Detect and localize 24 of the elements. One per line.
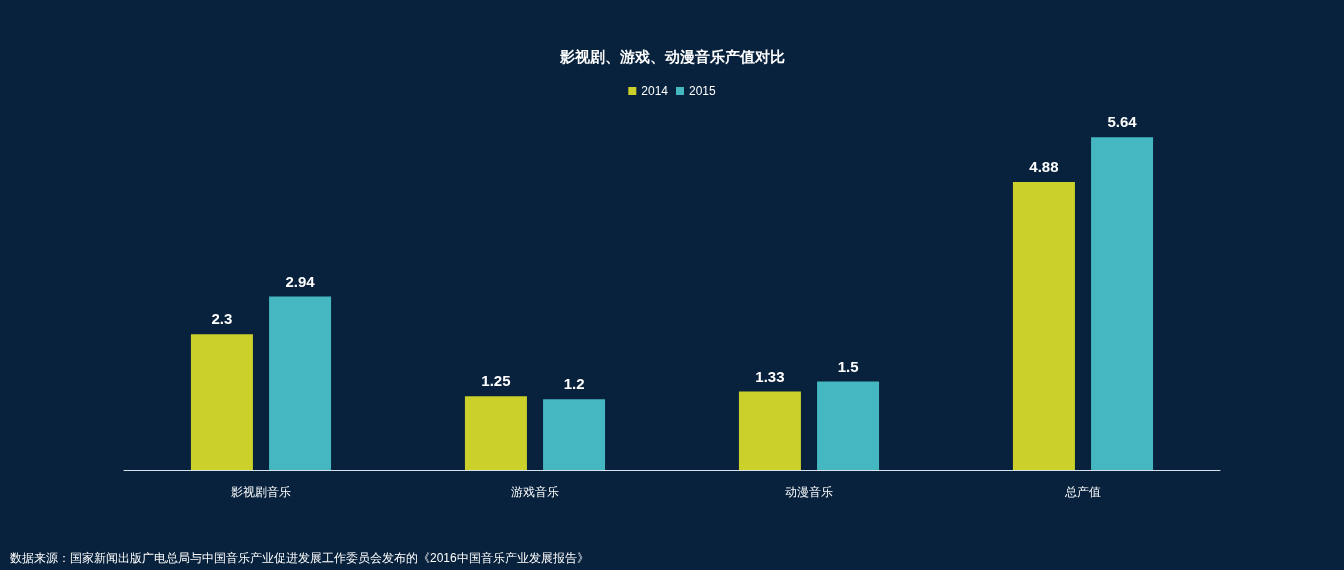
bar	[1012, 182, 1075, 470]
bar	[269, 296, 332, 470]
data-label: 1.25	[481, 372, 511, 390]
bar	[1091, 137, 1154, 470]
data-label: 5.64	[1107, 113, 1138, 131]
bar	[190, 334, 253, 470]
bar	[817, 381, 880, 470]
legend-label: 2014	[641, 84, 669, 98]
source-note: 数据来源：国家新闻出版广电总局与中国音乐产业促进发展工作委员会发布的《2016中国音乐产业发展报告》	[10, 551, 589, 565]
x-tick-label: 动漫音乐	[785, 485, 833, 499]
x-tick-label: 总产值	[1064, 485, 1101, 499]
data-label: 2.94	[285, 272, 316, 290]
bar	[464, 396, 527, 470]
chart-title: 影视剧、游戏、动漫音乐产值对比	[558, 48, 785, 65]
data-label: 1.33	[755, 367, 785, 385]
data-label: 1.2	[563, 375, 585, 393]
data-label: 2.3	[211, 310, 233, 328]
bar	[543, 399, 606, 470]
legend-label: 2015	[689, 84, 717, 98]
data-label: 1.5	[837, 357, 859, 375]
x-tick-label: 游戏音乐	[511, 485, 559, 499]
data-label: 4.88	[1029, 158, 1059, 176]
bar	[738, 391, 801, 470]
x-tick-label: 影视剧音乐	[231, 485, 291, 499]
